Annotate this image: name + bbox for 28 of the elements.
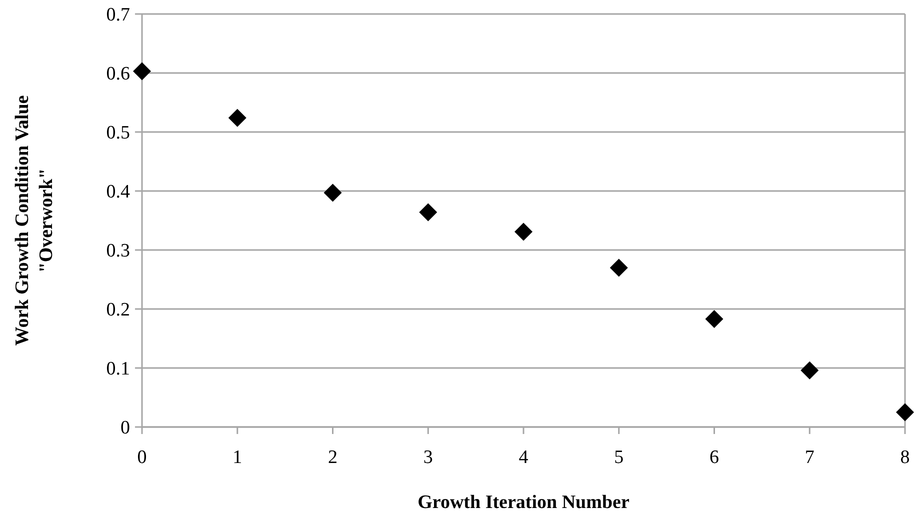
- point: [705, 310, 724, 328]
- point: [419, 203, 438, 222]
- x-tick-label: 2: [328, 447, 338, 468]
- y-tick-label: 0: [120, 418, 130, 439]
- x-axis-title: Growth Iteration Number: [418, 492, 630, 513]
- y-tick-label: 0.4: [106, 182, 130, 203]
- y-axis-title: Work Growth Condition Value "Overwork": [12, 95, 57, 346]
- point: [324, 184, 342, 202]
- point: [133, 62, 151, 80]
- y-tick-label: 0.5: [106, 122, 130, 144]
- x-tick-label: 0: [137, 447, 147, 468]
- x-tick-label: 1: [232, 447, 242, 468]
- x-tick-label: 8: [900, 447, 910, 468]
- x-tick-label: 6: [710, 447, 719, 468]
- x-tick-label: 4: [518, 447, 529, 468]
- y-tick-label: 0.1: [106, 358, 130, 380]
- y-tick-label: 0.3: [106, 240, 130, 262]
- x-tick-label: 3: [423, 447, 433, 468]
- y-tick-label: 0.7: [106, 4, 130, 26]
- point: [228, 108, 246, 127]
- point: [514, 222, 532, 241]
- point: [610, 258, 628, 277]
- y-tick-label: 0.6: [106, 64, 130, 85]
- point: [896, 403, 914, 422]
- y-tick-label: 0.2: [106, 300, 130, 321]
- x-tick-label: 7: [804, 447, 814, 468]
- point: [800, 361, 819, 380]
- x-tick-label: 5: [614, 447, 624, 468]
